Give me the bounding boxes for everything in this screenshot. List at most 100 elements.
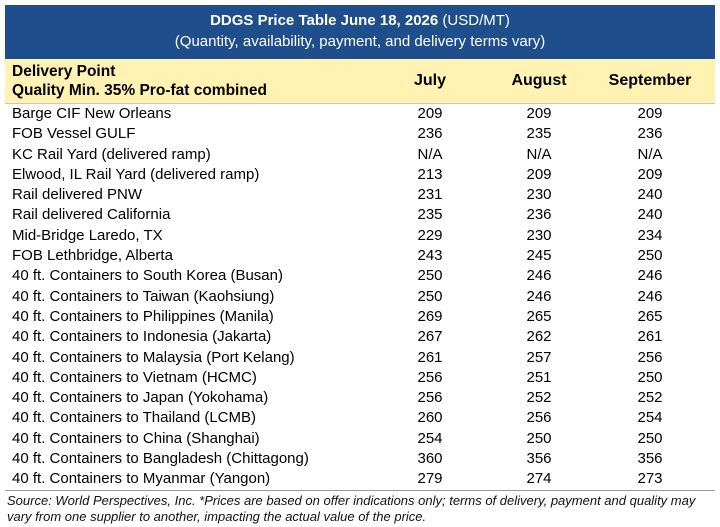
july-price: 261 <box>417 348 443 366</box>
delivery-point-name: 40 ft. Containers to Malaysia (Port Kela… <box>12 348 295 366</box>
september-price: 356 <box>637 450 663 468</box>
september-price: 250 <box>637 429 663 447</box>
july-price: 256 <box>417 368 443 386</box>
table-row: 40 ft. Containers to Indonesia (Jakarta)… <box>5 327 715 347</box>
table-row: 40 ft. Containers to Bangladesh (Chittag… <box>5 449 715 469</box>
july-price: 254 <box>417 429 443 447</box>
table-row: 40 ft. Containers to Malaysia (Port Kela… <box>5 348 715 368</box>
august-price: 274 <box>526 470 552 488</box>
september-price: 246 <box>637 287 663 305</box>
delivery-point-name: Barge CIF New Orleans <box>12 105 172 122</box>
delivery-point-name: 40 ft. Containers to Vietnam (HCMC) <box>12 368 257 386</box>
september-price: 250 <box>637 247 663 265</box>
july-price: 260 <box>417 409 443 427</box>
delivery-point-name: 40 ft. Containers to Indonesia (Jakarta) <box>12 328 272 346</box>
table-row: 40 ft. Containers to Thailand (LCMB) 260 2… <box>5 408 715 428</box>
august-price: 245 <box>526 247 552 265</box>
delivery-point-name: Elwood, IL Rail Yard (delivered ramp) <box>12 165 260 183</box>
september-price: 265 <box>637 307 663 325</box>
table-row: Rail delivered PNW 231 230 240 <box>5 185 715 205</box>
table-body: Barge CIF New Orleans 209 209 209 FOB Vessel… <box>5 104 715 490</box>
july-price: 213 <box>417 165 443 183</box>
table-row: 40 ft. Containers to China (Shanghai) 254… <box>5 429 715 449</box>
august-price: 246 <box>526 267 552 285</box>
header-july: July <box>413 72 446 89</box>
delivery-point-name: 40 ft. Containers to Thailand (LCMB) <box>12 409 257 427</box>
september-price: 234 <box>637 226 663 244</box>
september-price: 254 <box>637 409 663 427</box>
august-price: 256 <box>526 409 552 427</box>
delivery-point-name: 40 ft. Containers to China (Shanghai) <box>12 429 260 447</box>
july-price: 243 <box>417 247 443 265</box>
july-price: 231 <box>417 186 443 204</box>
september-price: 250 <box>637 368 663 386</box>
delivery-point-name: 40 ft. Containers to Philippines (Manila… <box>12 307 274 325</box>
september-price: 256 <box>637 348 663 366</box>
august-price: 356 <box>526 450 552 468</box>
july-price: 229 <box>417 226 443 244</box>
delivery-point-name: Rail delivered PNW <box>12 186 143 204</box>
july-price: 267 <box>417 328 443 346</box>
august-price: 209 <box>526 165 552 183</box>
august-price: 250 <box>526 429 552 447</box>
july-price: N/A <box>417 145 443 163</box>
august-price: 209 <box>526 105 552 122</box>
august-price: 262 <box>526 328 552 346</box>
august-price: 252 <box>526 389 552 407</box>
price-table: DDGS Price Table June 18, 2026 (USD/MT) … <box>5 5 715 525</box>
table-row: KC Rail Yard (delivered ramp) N/A N/A N/A <box>5 145 715 165</box>
header-line2: Quality Min. 35% Pro-fat combined <box>12 82 267 99</box>
title-bar: DDGS Price Table June 18, 2026 (USD/MT) … <box>5 5 715 59</box>
table-row: 40 ft. Containers to South Korea (Busan)… <box>5 266 715 286</box>
header-september: September <box>608 72 692 89</box>
september-price: 261 <box>637 328 663 346</box>
september-price: N/A <box>637 145 663 163</box>
delivery-point-name: Mid-Bridge Laredo, TX <box>12 226 163 244</box>
delivery-point-name: FOB Vessel GULF <box>12 125 136 143</box>
title-unit: (USD/MT) <box>438 12 510 29</box>
table-row: Rail delivered California 235 236 240 <box>5 205 715 225</box>
july-price: 236 <box>417 125 443 143</box>
table-row: Elwood, IL Rail Yard (delivered ramp) 213… <box>5 165 715 185</box>
august-price: 265 <box>526 307 552 325</box>
source-note: Source: World Perspectives, Inc. *Prices… <box>7 492 696 524</box>
september-price: 273 <box>637 470 663 488</box>
july-price: 250 <box>417 267 443 285</box>
table-row: 40 ft. Containers to Japan (Yokohama) 256… <box>5 388 715 408</box>
delivery-point-name: 40 ft. Containers to Myanmar (Yangon) <box>12 470 271 488</box>
table-row: Mid-Bridge Laredo, TX 229 230 234 <box>5 226 715 246</box>
september-price: 236 <box>637 125 663 143</box>
delivery-point-name: KC Rail Yard (delivered ramp) <box>12 145 211 163</box>
july-price: 235 <box>417 206 443 224</box>
september-price: 240 <box>637 186 663 204</box>
august-price: 246 <box>526 287 552 305</box>
delivery-point-name: 40 ft. Containers to Taiwan (Kaohsiung) <box>12 287 275 305</box>
july-price: 279 <box>417 470 443 488</box>
august-price: 251 <box>526 368 552 386</box>
august-price: 235 <box>526 125 552 143</box>
page-subtitle: (Quantity, availability, payment, and de… <box>174 33 546 50</box>
header-august: August <box>511 72 567 89</box>
august-price: 230 <box>526 186 552 204</box>
july-price: 360 <box>417 450 443 468</box>
september-price: 209 <box>637 165 663 183</box>
delivery-point-name: FOB Lethbridge, Alberta <box>12 247 173 265</box>
delivery-point-name: 40 ft. Containers to Bangladesh (Chittag… <box>12 450 309 468</box>
table-row: 40 ft. Containers to Vietnam (HCMC) 256 25… <box>5 368 715 388</box>
august-price: 236 <box>526 206 552 224</box>
september-price: 240 <box>637 206 663 224</box>
title-main: DDGS Price Table June 18, 2026 <box>210 12 439 29</box>
september-price: 246 <box>637 267 663 285</box>
table-row: 40 ft. Containers to Philippines (Manila… <box>5 307 715 327</box>
footer-divider <box>5 489 715 491</box>
july-price: 256 <box>417 389 443 407</box>
delivery-point-name: 40 ft. Containers to South Korea (Busan) <box>12 267 283 285</box>
page-title: DDGS Price Table June 18, 2026 (USD/MT) <box>5 10 715 31</box>
table-row: FOB Lethbridge, Alberta 243 245 250 <box>5 246 715 266</box>
header-delivery-point: Delivery Point Quality Min. 35% Pro-fat … <box>12 62 267 100</box>
table-row: FOB Vessel GULF 236 235 236 <box>5 124 715 144</box>
september-price: 209 <box>637 105 663 122</box>
august-price: 230 <box>526 226 552 244</box>
july-price: 209 <box>417 105 443 122</box>
delivery-point-name: Rail delivered California <box>12 206 171 224</box>
